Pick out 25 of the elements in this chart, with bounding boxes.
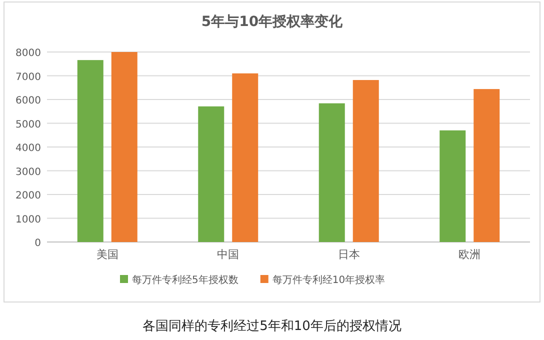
bar (352, 80, 379, 242)
bar (440, 130, 466, 242)
bar (111, 52, 138, 242)
y-tick-label: 0 (34, 238, 41, 249)
x-tick-label: 欧洲 (458, 248, 481, 261)
legend-label: 每万件专利经10年授权率 (272, 274, 386, 286)
bar (318, 103, 345, 242)
bar (474, 89, 500, 242)
y-tick-label: 6000 (16, 96, 41, 106)
y-tick-label: 5000 (16, 119, 41, 130)
bar (232, 73, 258, 242)
x-tick-label: 美国 (96, 248, 118, 261)
y-tick-label: 7000 (16, 72, 41, 83)
x-tick-label: 中国 (217, 248, 240, 261)
legend-label: 每万件专利经5年授权数 (132, 274, 238, 286)
bar (198, 106, 224, 242)
bar (77, 60, 104, 242)
y-tick-label: 2000 (16, 190, 41, 202)
y-tick-label: 1000 (16, 214, 41, 226)
y-tick-label: 4000 (16, 143, 41, 154)
text: 各国同样的专利经过5年和10年后的授权情况 (142, 319, 402, 334)
y-tick-label: 3000 (16, 166, 41, 178)
y-tick-label: 8000 (16, 48, 41, 59)
x-tick-label: 日本 (338, 248, 360, 261)
chart-title: 5年与10年授权率变化 (201, 13, 344, 30)
